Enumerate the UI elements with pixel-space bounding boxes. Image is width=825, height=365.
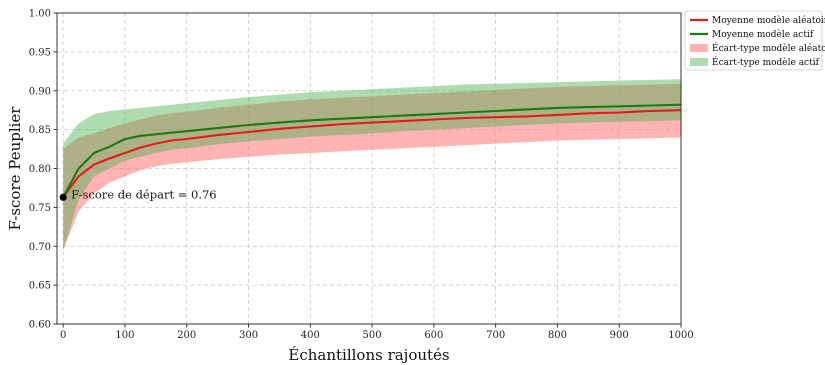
legend-label: Écart-type modèle actif bbox=[712, 56, 820, 68]
x-tick-label: 300 bbox=[239, 330, 258, 341]
band-random-std bbox=[63, 83, 681, 251]
x-tick-label: 400 bbox=[301, 330, 320, 341]
y-tick-label: 0.60 bbox=[29, 320, 51, 331]
x-tick-label: 200 bbox=[177, 330, 196, 341]
x-tick-label: 800 bbox=[548, 330, 567, 341]
legend-label: Moyenne modèle aléatoire bbox=[712, 15, 825, 26]
legend-label: Moyenne modèle actif bbox=[712, 29, 814, 40]
x-tick-label: 1000 bbox=[668, 330, 693, 341]
x-axis-label: Échantillons rajoutés bbox=[288, 346, 449, 364]
x-tick-label: 700 bbox=[486, 330, 505, 341]
y-tick-label: 0.80 bbox=[29, 164, 51, 175]
x-tick-label: 100 bbox=[115, 330, 134, 341]
start-annotation-text: F-score de départ = 0.76 bbox=[71, 187, 216, 201]
line-random-mean bbox=[62, 109, 682, 198]
y-axis-label: F-score Peuplier bbox=[6, 106, 24, 231]
x-tick-label: 500 bbox=[363, 330, 382, 341]
legend-swatch bbox=[690, 44, 708, 52]
band-active-std bbox=[63, 79, 681, 251]
legend-swatch bbox=[690, 58, 708, 66]
x-tick-label: 900 bbox=[610, 330, 629, 341]
y-tick-label: 0.65 bbox=[29, 281, 51, 292]
y-tick-label: 0.85 bbox=[29, 125, 51, 136]
ticks: 0 100 200 300 400 500 600 700 800 900 1000 0.60 0.65… bbox=[29, 9, 694, 342]
legend-box bbox=[684, 10, 823, 71]
mean-lines bbox=[62, 103, 682, 198]
y-tick-label: 0.70 bbox=[29, 242, 51, 253]
y-tick-label: 1.00 bbox=[29, 9, 51, 20]
start-point-marker bbox=[59, 193, 67, 201]
grid bbox=[57, 12, 682, 325]
line-active-mean bbox=[62, 103, 682, 198]
x-tick-label: 0 bbox=[60, 330, 66, 341]
x-tick-label: 600 bbox=[424, 330, 443, 341]
y-tick-label: 0.95 bbox=[29, 47, 51, 58]
annotation: F-score de départ = 0.76 bbox=[59, 187, 217, 201]
y-tick-label: 0.75 bbox=[29, 203, 51, 214]
legend-label: Écart-type modèle aléatoire bbox=[712, 42, 825, 54]
legend: Moyenne modèle aléatoire Moyenne modèle a… bbox=[684, 10, 825, 71]
std-bands bbox=[63, 79, 681, 251]
y-tick-label: 0.90 bbox=[29, 86, 51, 97]
